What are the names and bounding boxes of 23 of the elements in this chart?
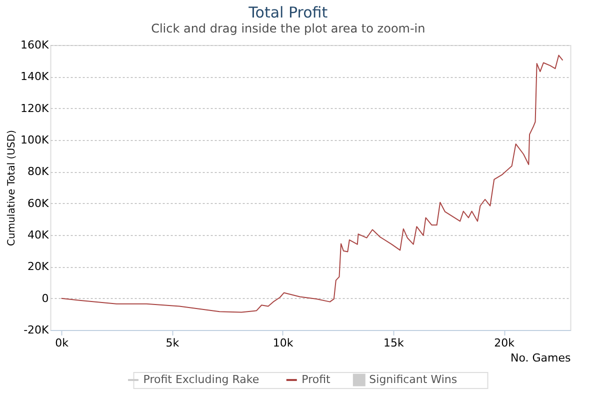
y-tick-label: 100K — [20, 134, 50, 146]
y-tick-label: 80K — [28, 165, 50, 178]
line-series — [60, 54, 564, 313]
x-tick-label: 0k — [55, 336, 70, 350]
y-tick-label: 40K — [28, 228, 50, 242]
chart-subtitle: Click and drag inside the plot area to zoom-in — [151, 22, 426, 36]
y-tick-label: 0 — [42, 292, 49, 305]
x-axis-title: No. Games — [510, 352, 572, 364]
x-tick-label: 10k — [272, 336, 294, 350]
legend-label: Profit — [302, 373, 332, 386]
y-tick-label: 120K — [20, 102, 50, 115]
y-tick-label: 140K — [20, 70, 50, 84]
legend-label: Significant Wins — [369, 373, 458, 386]
y-tick-label: 160K — [20, 38, 50, 52]
x-tick-label: 20k — [494, 336, 516, 350]
x-tick-label: 15k — [384, 336, 405, 350]
y-axis-title: Cumulative Total (USD) — [6, 130, 18, 246]
y-tick-label: -20K — [24, 324, 50, 336]
y-tick-label: 20K — [28, 260, 50, 274]
chart-title: Total Profit — [248, 4, 328, 22]
x-tick-label: 5k — [166, 336, 180, 350]
y-tick-label: 60K — [28, 196, 50, 210]
legend-label: Profit Excluding Rake — [143, 373, 260, 386]
